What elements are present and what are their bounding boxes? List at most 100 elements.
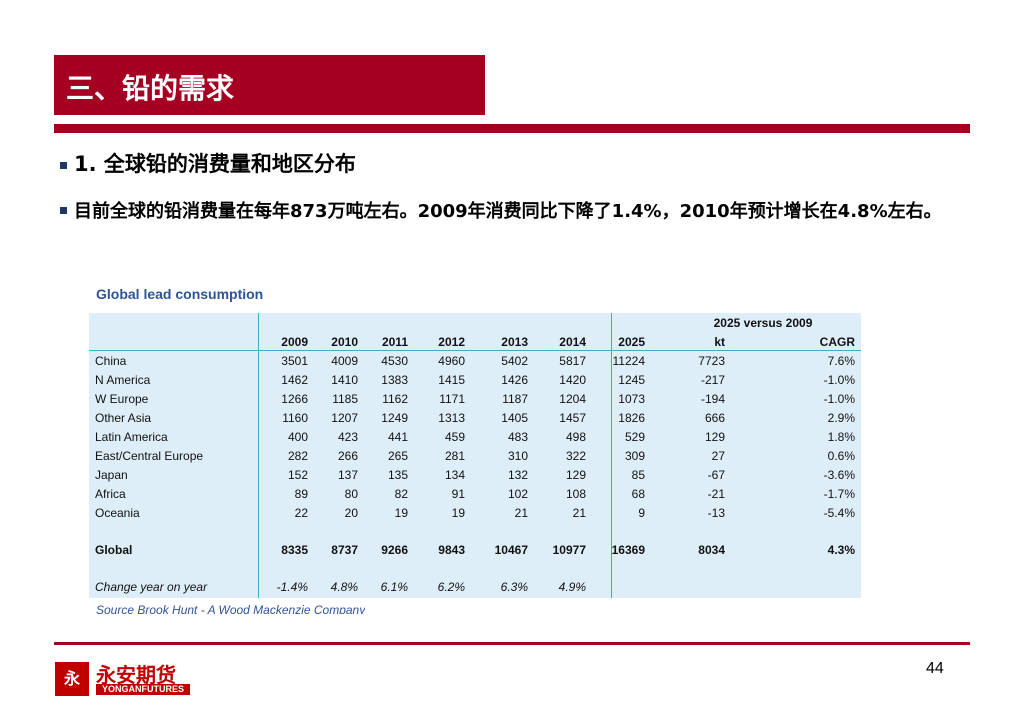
table-cell: 1245 xyxy=(618,372,645,387)
table-cell: 1457 xyxy=(559,410,586,425)
table-cell: 8335 xyxy=(281,542,308,557)
consumption-table-panel: 2025 versus 2009 2009 2010 2011 2012 2013 201… xyxy=(89,313,861,598)
table-cell: 1073 xyxy=(618,391,645,406)
spacer-row xyxy=(89,522,861,540)
table-cell: 5817 xyxy=(559,353,586,368)
body-paragraph: 目前全球的铅消费量在每年873万吨左右。2009年消费同比下降了1.4%，201… xyxy=(74,201,942,222)
logo-mark-icon: 永 xyxy=(55,662,89,696)
row-label: China xyxy=(95,353,127,368)
table-cell: 82 xyxy=(394,486,408,501)
group-header-row: 2025 versus 2009 xyxy=(89,313,861,332)
column-header: 2025 xyxy=(618,334,645,349)
table-cell: 281 xyxy=(444,448,465,463)
table-cell: 4530 xyxy=(381,353,408,368)
table-cell: 6.3% xyxy=(500,579,528,594)
table-cell: -5.4% xyxy=(823,505,855,520)
table-cell: 27 xyxy=(711,448,725,463)
table-cell: 459 xyxy=(444,429,465,444)
table-cell: -1.0% xyxy=(823,372,855,387)
column-header xyxy=(89,332,258,351)
column-divider xyxy=(611,313,612,598)
table-cell: 400 xyxy=(287,429,308,444)
table-cell: 1249 xyxy=(381,410,408,425)
table-cell: 1171 xyxy=(439,391,465,406)
row-label: Latin America xyxy=(95,429,168,444)
table-cell xyxy=(651,577,731,596)
table-cell: 1160 xyxy=(282,410,308,425)
table-cell: -3.6% xyxy=(823,467,855,482)
table-cell: 4960 xyxy=(438,353,465,368)
table-cell: 6.2% xyxy=(437,579,465,594)
column-header: 2013 xyxy=(501,334,528,349)
table-cell: -67 xyxy=(707,467,725,482)
table-cell: 1383 xyxy=(381,372,408,387)
table-cell: 102 xyxy=(507,486,528,501)
table-cell: 666 xyxy=(704,410,725,425)
table-row: Oceania 22 20 19 19 21 21 9 -13 -5.4% xyxy=(89,503,861,522)
table-cell: 1313 xyxy=(438,410,465,425)
bullet-square-icon xyxy=(60,162,67,169)
table-cell xyxy=(592,577,651,596)
table-cell: -1.7% xyxy=(823,486,855,501)
consumption-table: 2025 versus 2009 2009 2010 2011 2012 2013 201… xyxy=(89,313,861,596)
row-label: Other Asia xyxy=(95,410,152,425)
section-heading: 1. 全球铅的消费量和地区分布 xyxy=(74,152,356,176)
table-row: Latin America 400 423 441 459 483 498 529 129 1.8… xyxy=(89,427,861,446)
table-cell: -194 xyxy=(700,391,725,406)
table-row: W Europe 1266 1185 1162 1171 1187 1204 1073 -194… xyxy=(89,389,861,408)
group-header: 2025 versus 2009 xyxy=(713,315,813,330)
row-label: Global xyxy=(95,542,133,557)
table-cell: 266 xyxy=(337,448,358,463)
table-cell: 134 xyxy=(444,467,465,482)
table-cell: 1826 xyxy=(618,410,645,425)
table-cell: 423 xyxy=(337,429,358,444)
table-cell: 4.8% xyxy=(330,579,358,594)
table-cell: 80 xyxy=(344,486,358,501)
table-cell: -217 xyxy=(700,372,725,387)
table-cell: 19 xyxy=(394,505,408,520)
header-divider xyxy=(89,350,861,351)
change-row: Change year on year -1.4% 4.8% 6.1% 6.2% 6.3%… xyxy=(89,577,861,596)
table-cell: 1.8% xyxy=(827,429,855,444)
column-header: 2009 xyxy=(281,334,308,349)
table-cell: 1266 xyxy=(281,391,308,406)
table-cell: 4009 xyxy=(331,353,358,368)
row-label: Africa xyxy=(95,486,126,501)
table-cell: -1.4% xyxy=(276,579,308,594)
table-cell: 1185 xyxy=(332,391,358,406)
row-label: East/Central Europe xyxy=(95,448,204,463)
table-cell: 5402 xyxy=(501,353,528,368)
table-cell: 7.6% xyxy=(827,353,855,368)
table-cell: 282 xyxy=(287,448,308,463)
logo-name-cn: 永安期货 xyxy=(96,663,176,687)
page-number: 44 xyxy=(926,660,944,677)
table-cell: 135 xyxy=(387,467,408,482)
table-cell: 1207 xyxy=(331,410,358,425)
table-cell: 19 xyxy=(451,505,465,520)
table-cell: 8737 xyxy=(331,542,358,557)
table-cell: 9266 xyxy=(381,542,408,557)
table-cell: 8034 xyxy=(698,542,725,557)
table-cell: 310 xyxy=(507,448,528,463)
table-cell: 11224 xyxy=(612,353,645,368)
table-row: East/Central Europe 282 266 265 281 310 322 309… xyxy=(89,446,861,465)
column-header: CAGR xyxy=(819,334,855,349)
table-cell: 108 xyxy=(565,486,586,501)
table-cell: 152 xyxy=(287,467,308,482)
table-cell: 498 xyxy=(565,429,586,444)
figure-title: Global lead consumption xyxy=(96,286,264,302)
table-cell: 309 xyxy=(624,448,645,463)
table-cell: 129 xyxy=(704,429,725,444)
row-label: Oceania xyxy=(95,505,140,520)
table-cell: 1405 xyxy=(501,410,528,425)
table-cell: 21 xyxy=(572,505,586,520)
table-cell: 137 xyxy=(337,467,358,482)
logo-name-en: YONGANFUTURES xyxy=(96,684,190,695)
column-header: 2010 xyxy=(331,334,358,349)
slide-title-banner: 三、铅的需求 xyxy=(54,55,485,115)
table-cell: 89 xyxy=(294,486,308,501)
table-cell: 1410 xyxy=(331,372,358,387)
table-cell: 85 xyxy=(631,467,645,482)
table-row: N America 1462 1410 1383 1415 1426 1420 1245 -21… xyxy=(89,370,861,389)
table-row: Africa 89 80 82 91 102 108 68 -21 -1.7% xyxy=(89,484,861,503)
